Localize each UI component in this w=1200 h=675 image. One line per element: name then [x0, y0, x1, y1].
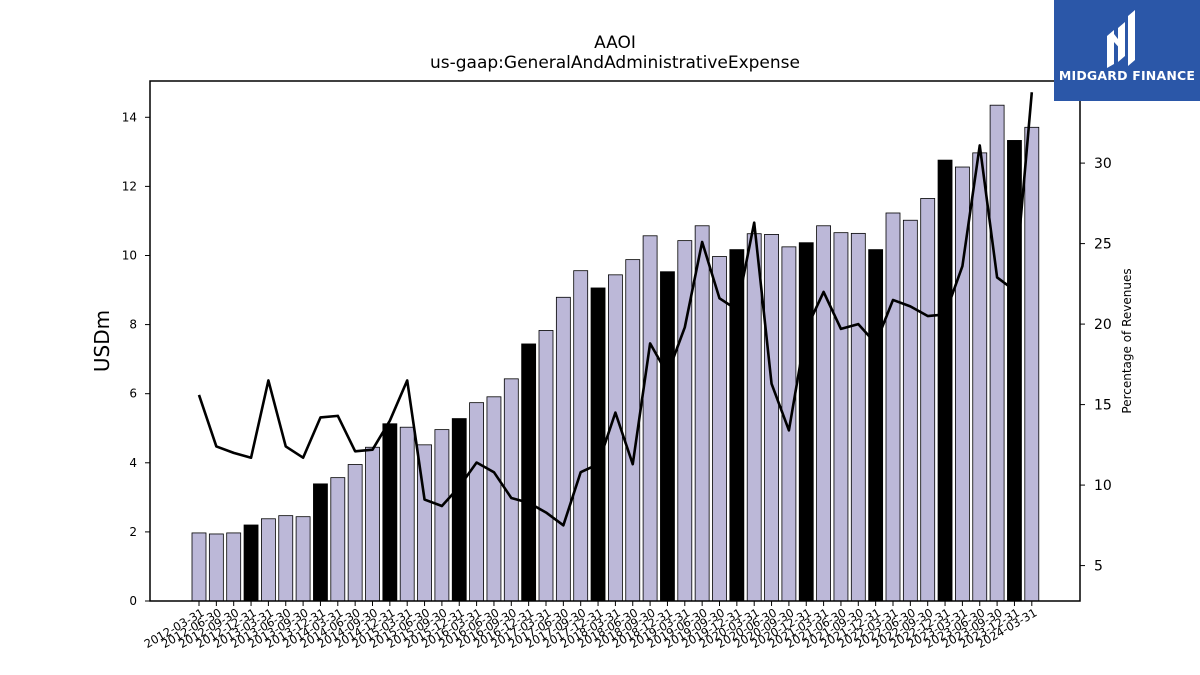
y2-tick-label: 20: [1094, 317, 1112, 333]
bar: [538, 330, 554, 602]
y-axis-label: USDm: [90, 310, 114, 372]
bar: [208, 533, 224, 602]
bar: [555, 296, 571, 602]
bar: [1007, 140, 1022, 602]
bar: [850, 232, 866, 602]
y-tick-label: 8: [129, 318, 137, 332]
bar: [729, 249, 745, 602]
y2-tick-label: 25: [1094, 237, 1112, 253]
bar: [486, 396, 502, 602]
bar: [920, 198, 936, 602]
x-axis: 2012-03-312012-06-302012-09-302012-12-31…: [142, 601, 1039, 651]
bar: [798, 242, 814, 602]
bar: [989, 104, 1005, 602]
y-tick-label: 6: [129, 387, 137, 401]
y2-tick-label: 10: [1094, 478, 1112, 494]
bar: [816, 225, 831, 602]
bar: [347, 464, 363, 602]
y2-tick-label: 15: [1094, 398, 1112, 414]
bar: [573, 270, 589, 602]
midgard-finance-logo: MIDGARD FINANCE: [1054, 0, 1200, 101]
bar: [521, 343, 537, 602]
bar: [399, 426, 415, 602]
y-tick-label: 4: [129, 456, 137, 470]
bar: [746, 233, 762, 602]
bar: [295, 516, 311, 602]
y2-axis-label: Percentage of Revenues: [1120, 268, 1134, 413]
y-tick-label: 14: [122, 110, 137, 124]
bar: [642, 235, 658, 602]
y2-tick-label: 30: [1094, 156, 1112, 172]
bar: [365, 446, 380, 602]
bar: [226, 532, 242, 602]
bar: [972, 152, 988, 602]
bar: [260, 518, 276, 602]
percentage-line: [197, 92, 1034, 527]
bar: [469, 402, 485, 602]
bar: [313, 483, 328, 602]
bar: [764, 234, 779, 602]
bar: [1024, 126, 1040, 602]
chart-title: AAOI: [594, 33, 636, 53]
bar: [590, 287, 606, 602]
right-y-axis: 5 10 15 20 25 30: [1080, 156, 1112, 575]
y-tick-label: 12: [122, 179, 137, 193]
bar: [330, 477, 346, 602]
bar: [885, 212, 901, 602]
bar: [677, 240, 693, 602]
bar: [833, 232, 849, 602]
y-tick-label: 0: [129, 594, 137, 608]
bar: [451, 418, 467, 602]
bar-group: [191, 104, 1040, 602]
line-group: [197, 92, 1034, 527]
bar: [902, 219, 918, 602]
chart-subtitle: us-gaap:GeneralAndAdministrativeExpense: [430, 53, 800, 73]
bar: [191, 532, 207, 602]
bar: [694, 225, 710, 602]
bar: [434, 429, 450, 602]
y2-tick-label: 5: [1094, 559, 1103, 575]
bar: [660, 271, 675, 602]
logo-text: MIDGARD FINANCE: [1058, 68, 1196, 83]
y-tick-label: 10: [122, 248, 137, 262]
bar: [937, 159, 953, 602]
bar: [382, 423, 398, 602]
left-y-axis: 0 2 4 6 8 10 12 14: [122, 110, 150, 608]
midgard-logo-icon: [1107, 10, 1135, 68]
bar: [243, 524, 259, 602]
bar: [868, 249, 884, 602]
bar: [608, 274, 623, 602]
y-tick-label: 2: [129, 525, 137, 539]
bar: [712, 256, 727, 602]
bar: [278, 515, 294, 602]
